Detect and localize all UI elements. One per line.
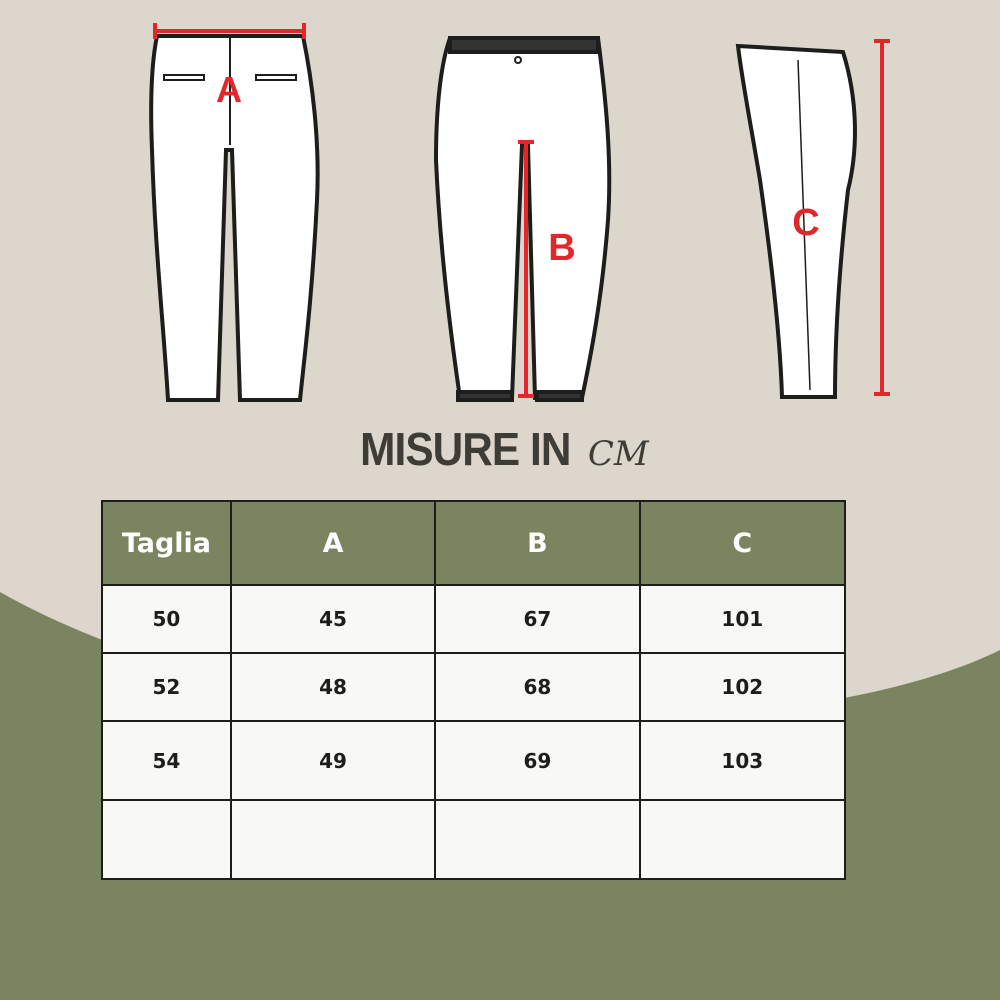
header-b: B	[434, 500, 641, 586]
measure-b-label: B	[548, 227, 575, 269]
cell-a	[229, 799, 437, 880]
measure-a-line	[153, 23, 306, 39]
pants-side-view	[735, 43, 857, 399]
cell-b	[434, 799, 641, 880]
table-row: 50 45 67 101	[101, 584, 847, 654]
cell-c: 101	[638, 584, 847, 654]
title-main: MISURE IN	[360, 423, 571, 475]
pants-front-view	[433, 36, 612, 402]
page-title: MISURE IN CM	[0, 422, 1000, 476]
header-c: C	[638, 500, 847, 586]
table-row: 52 48 68 102	[101, 652, 847, 722]
cell-a: 48	[229, 652, 437, 722]
header-taglia: Taglia	[101, 500, 232, 586]
cell-a: 49	[229, 720, 437, 801]
table-row-empty	[101, 799, 847, 880]
cell-c: 103	[638, 720, 847, 801]
cell-b: 67	[434, 584, 641, 654]
measure-c-line	[874, 39, 890, 396]
cell-size	[101, 799, 232, 880]
measure-b-line	[518, 140, 534, 398]
measure-a-label: A	[216, 69, 242, 110]
table-header-row: Taglia A B C	[101, 500, 847, 586]
measure-c-label: C	[792, 202, 819, 244]
header-a: A	[229, 500, 437, 586]
pants-diagram: A B C	[149, 23, 890, 402]
cell-b: 68	[434, 652, 641, 722]
size-table: Taglia A B C 50 45 67 101 52 48 68 102 5…	[101, 500, 847, 880]
cell-size: 54	[101, 720, 232, 801]
cell-a: 45	[229, 584, 437, 654]
pants-back-view	[149, 34, 320, 402]
cell-c	[638, 799, 847, 880]
cell-size: 52	[101, 652, 232, 722]
cell-size: 50	[101, 584, 232, 654]
table-row: 54 49 69 103	[101, 720, 847, 801]
title-unit: CM	[587, 434, 649, 474]
cell-b: 69	[434, 720, 641, 801]
cell-c: 102	[638, 652, 847, 722]
